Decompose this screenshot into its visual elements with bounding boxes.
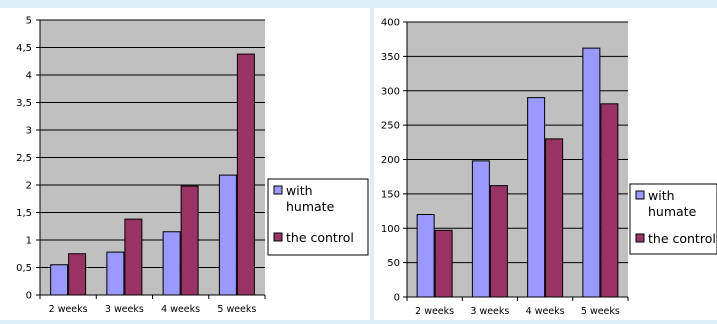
bar-with-humate [218,174,237,296]
legend-swatch [273,232,283,242]
y-tick-label: 350 [381,52,400,63]
y-tick-label: 2 [26,181,32,192]
y-tick-label: 1,5 [16,208,32,219]
chart-growth-small: 0 0,5 1 1,5 2 2,5 3 3,5 4 4,5 5 2 weeks 3 weeks 4 we… [16,16,369,315]
legend-box [267,178,369,256]
y-tick-label: 3 [26,126,32,137]
y-tick-label: 4,5 [16,43,32,54]
bar-the-control [600,103,619,298]
bar-with-humate [582,47,601,298]
y-tick-labels: 0 50 100 150 200 250 300 350 400 [381,18,400,304]
legend-label: with humate [648,188,697,219]
bar-the-control [180,185,199,296]
x-tick-label: 4 weeks [161,304,200,315]
x-tick-label: 3 weeks [470,306,509,317]
x-tick-label: 2 weeks [49,304,88,315]
y-tick-label: 50 [387,258,400,269]
bar-with-humate [162,231,181,296]
y-tick-label: 0,5 [16,263,32,274]
bar-the-control [545,138,564,298]
legend-swatch [635,190,645,200]
y-tick-label: 2,5 [16,153,32,164]
y-tick-labels: 0 0,5 1 1,5 2 2,5 3 3,5 4 4,5 5 [16,16,32,302]
y-tick-label: 0 [394,293,400,304]
y-tick-label: 5 [26,16,32,27]
y-tick-label: 3,5 [16,98,32,109]
y-tick-label: 0 [26,291,32,302]
axes [36,19,266,299]
chart-growth-large: 0 50 100 150 200 250 300 350 400 2 weeks 3 weeks 4… [381,18,717,317]
bars [416,47,619,298]
axes [403,21,629,301]
x-tick-label: 4 weeks [526,306,565,317]
bar-with-humate [416,214,435,298]
bar-with-humate [50,264,69,296]
legend: with humate the control [267,178,369,256]
y-tick-label: 400 [381,18,400,29]
y-tick-label: 4 [26,71,32,82]
bar-the-control [124,218,143,296]
x-tick-labels: 2 weeks 3 weeks 4 weeks 5 weeks [415,306,620,317]
legend: with humate the control [629,183,717,255]
bar-with-humate [471,160,490,298]
legend-label: the control [286,230,354,245]
legend-swatch [273,185,283,195]
y-tick-label: 100 [381,224,400,235]
x-tick-label: 2 weeks [415,306,454,317]
legend-label: the control [648,231,716,246]
x-tick-labels: 2 weeks 3 weeks 4 weeks 5 weeks [49,304,257,315]
bar-the-control [236,53,255,296]
legend-swatch [635,233,645,243]
bar-with-humate [106,251,125,296]
y-tick-label: 150 [381,189,400,200]
y-tick-label: 300 [381,86,400,97]
bar-the-control [489,185,508,298]
y-tick-label: 250 [381,121,400,132]
bar-with-humate [527,97,546,298]
y-tick-label: 1 [26,236,32,247]
y-tick-label: 200 [381,155,400,166]
x-tick-label: 3 weeks [105,304,144,315]
bar-the-control [434,229,453,298]
legend-label: with humate [286,183,335,214]
x-tick-label: 5 weeks [581,306,620,317]
bar-the-control [68,253,87,296]
x-tick-label: 5 weeks [217,304,256,315]
bars [50,53,255,296]
